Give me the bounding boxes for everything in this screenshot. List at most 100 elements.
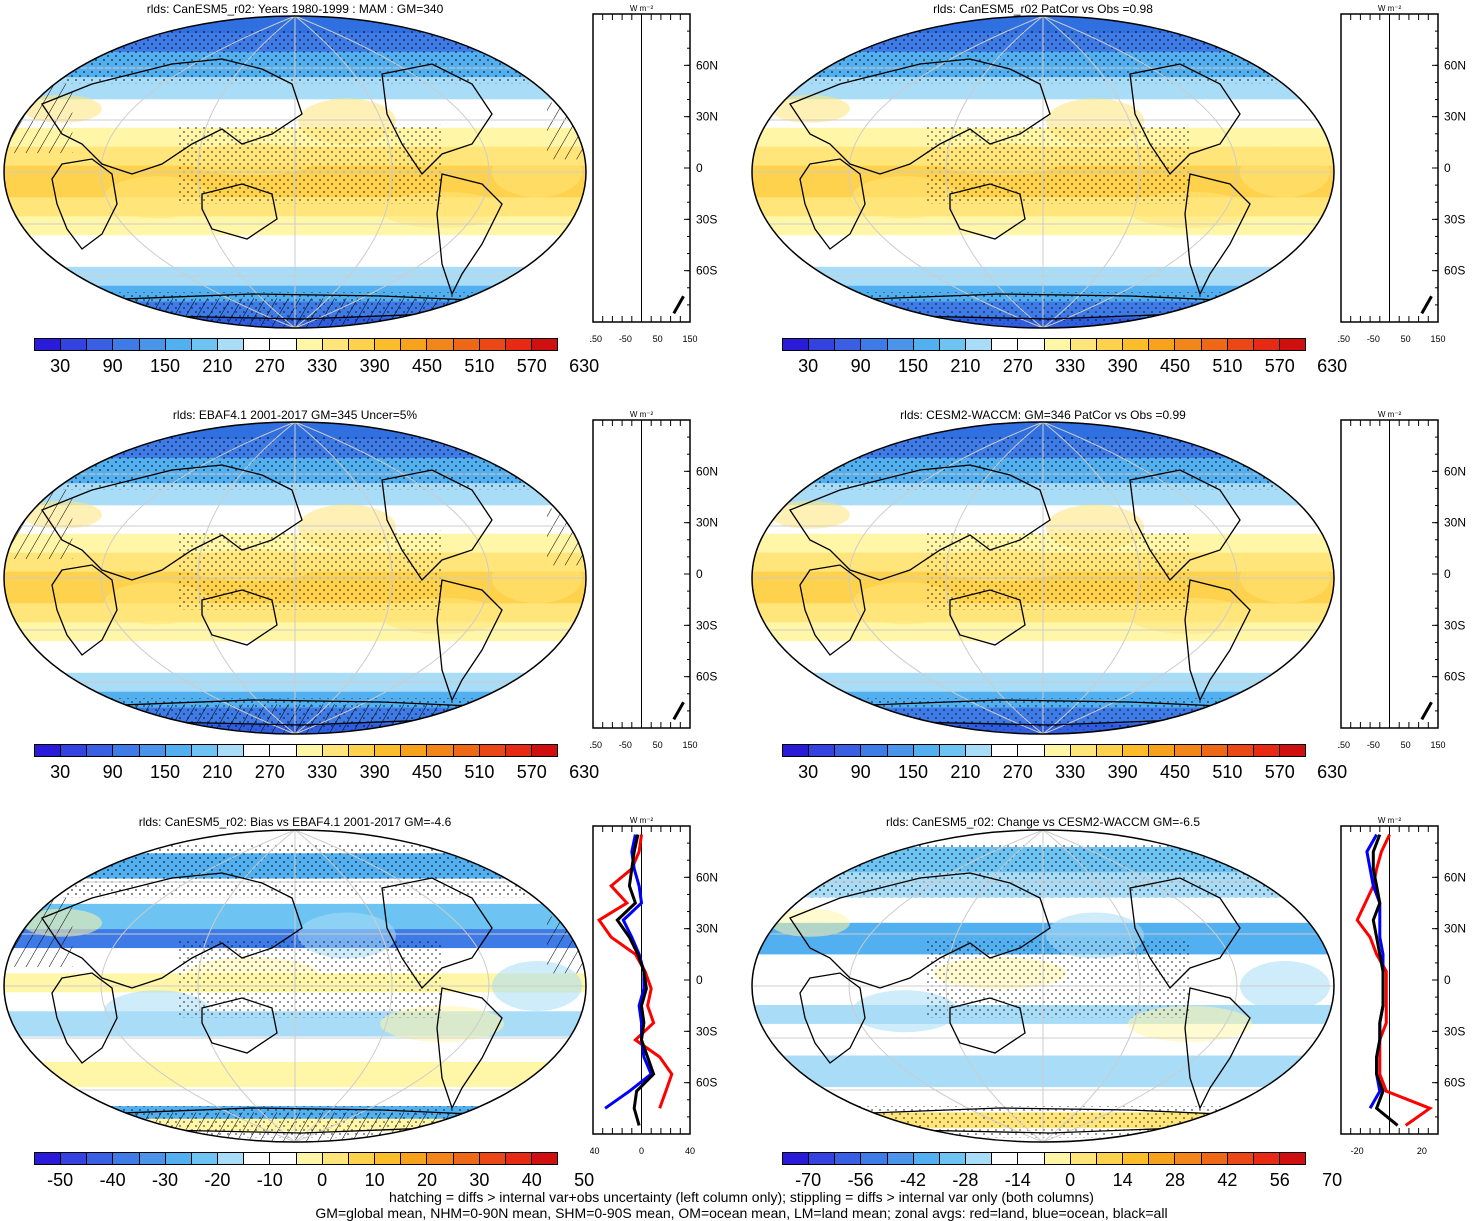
colorbar-label: 630 (569, 762, 600, 782)
colorbar-swatch (966, 339, 993, 350)
map-anomaly-blob (770, 908, 850, 937)
graticule (752, 16, 1334, 328)
colorbar-label: -14 (1004, 1170, 1031, 1190)
colorbar-swatch (531, 339, 558, 350)
colorbar-swatch (913, 745, 940, 756)
zonal-lat-label: 60S (1444, 1076, 1465, 1090)
colorbar-label: 30 (798, 356, 819, 376)
zonal-lat-label: 0 (1444, 161, 1451, 175)
zonal-x-tick-label: 50 (653, 334, 663, 344)
zonal-x-tick-label: 50 (653, 740, 663, 750)
map-panel (3, 15, 587, 329)
zonal-line-all (672, 295, 685, 315)
stipple-region (925, 124, 1190, 204)
zonal-mean-plot: -150 -50 50 150 W m⁻² 60N 30N 0 30S 60S (590, 4, 718, 344)
colorbar-swatch (887, 745, 914, 756)
graticule (4, 422, 586, 734)
colorbar-labels: 30 90 150 210 270 330 390 450 510 570 630 (782, 762, 1347, 784)
zonal-unit-label: W m⁻² (630, 410, 654, 419)
colorbar-swatch (401, 1153, 428, 1164)
panel-title: rlds: CanESM5_r02 PatCor vs Obs =0.98 (933, 2, 1153, 16)
graticule (4, 16, 586, 328)
colorbar-swatch (1123, 1153, 1150, 1164)
colorbar-swatch (887, 1153, 914, 1164)
zonal-lat-label: 60N (696, 58, 718, 72)
colorbar-swatch (61, 1153, 88, 1164)
zonal-lat-label: 30N (1444, 922, 1466, 936)
colorbar-label: 90 (850, 356, 871, 376)
colorbar-swatch (913, 339, 940, 350)
zonal-line-all (615, 834, 656, 1126)
zonal-x-tick-label: -20 (1351, 1146, 1364, 1156)
colorbar-swatch (1175, 1153, 1202, 1164)
colorbar-label: 450 (1159, 762, 1191, 782)
colorbar-label: 570 (1264, 356, 1295, 376)
continent-outline (51, 972, 118, 1064)
continent-outline (201, 589, 278, 646)
colorbar-swatch (61, 745, 88, 756)
zonal-x-tick-label: 20 (1417, 1146, 1427, 1156)
colorbar-label: -42 (899, 1170, 927, 1190)
zonal-lat-label: 30S (1444, 212, 1465, 226)
continent-outline (1184, 579, 1251, 702)
zonal-lat-label: 60S (1444, 670, 1465, 684)
map-panel (751, 15, 1335, 329)
colorbar-swatch (296, 339, 323, 350)
colorbar-label: 90 (102, 762, 123, 782)
continent-outline (381, 469, 493, 582)
colorbar-swatch (165, 745, 192, 756)
colorbar-label: 510 (1212, 762, 1243, 782)
continent-outline (1129, 877, 1241, 990)
footer-line-2: GM=global mean, NHM=0-90N mean, SHM=0-90… (315, 1205, 1168, 1221)
colorbar-swatch (939, 339, 967, 350)
map-border (751, 421, 1335, 735)
colorbar-label: 10 (364, 1170, 385, 1190)
colorbar-swatch (244, 339, 271, 350)
colorbar-swatch (218, 339, 245, 350)
colorbar-swatch (427, 1153, 454, 1164)
colorbar-label: 390 (359, 762, 390, 782)
zonal-x-tick-label: -50 (619, 740, 632, 750)
colorbar-label: 28 (1164, 1170, 1186, 1190)
colorbar-swatch (1070, 745, 1097, 756)
colorbar-swatch (427, 339, 454, 350)
colorbar-label: 210 (202, 762, 233, 782)
zonal-lat-label: 60N (1444, 58, 1466, 72)
colorbar-swatch (139, 745, 166, 756)
zonal-x-tick-label: 50 (1401, 334, 1411, 344)
colorbar-swatch (992, 745, 1019, 756)
colorbar-swatch (191, 1153, 219, 1164)
zonal-unit-label: W m⁻² (1378, 410, 1402, 419)
colorbar-swatch (1070, 1153, 1097, 1164)
colorbar-swatch (887, 339, 914, 350)
colorbar (782, 744, 1306, 757)
zonal-lat-label: 60N (1444, 464, 1466, 478)
colorbar-swatch (375, 1153, 402, 1164)
zonal-lat-label: 30N (696, 110, 718, 124)
hatch-region (546, 916, 586, 974)
hatch-region (4, 83, 73, 154)
continent-outline (436, 987, 503, 1110)
colorbar (782, 1152, 1306, 1165)
continent-outline (799, 564, 866, 656)
colorbar-swatch (1253, 339, 1280, 350)
continent-outline (41, 58, 303, 175)
panel-title: rlds: CESM2-WACCM: GM=346 PatCor vs Obs … (900, 408, 1186, 422)
continent-outline (789, 58, 1051, 175)
colorbar-label: -30 (151, 1170, 179, 1190)
colorbar-swatch (322, 339, 349, 350)
zonal-x-tick-label: -150 (1338, 740, 1350, 750)
colorbar-labels: -50 -40 -30 -20 -10 0 10 20 30 40 50 (34, 1170, 594, 1192)
colorbar-swatch (783, 339, 810, 350)
continent-outline (949, 589, 1026, 646)
continent-outline (436, 173, 503, 296)
colorbar-label: 70 (1322, 1170, 1343, 1190)
zonal-mean-plot: -150 -50 50 150 W m⁻² 60N 30N 0 30S 60S (1338, 4, 1466, 344)
colorbar-swatch (966, 1153, 993, 1164)
continent-outline (381, 877, 493, 990)
colorbar-swatch (1201, 745, 1228, 756)
colorbar-swatch (191, 339, 219, 350)
colorbar-label: 450 (1159, 356, 1191, 376)
stipple-region (177, 124, 442, 204)
stipple-region (925, 938, 1190, 1018)
